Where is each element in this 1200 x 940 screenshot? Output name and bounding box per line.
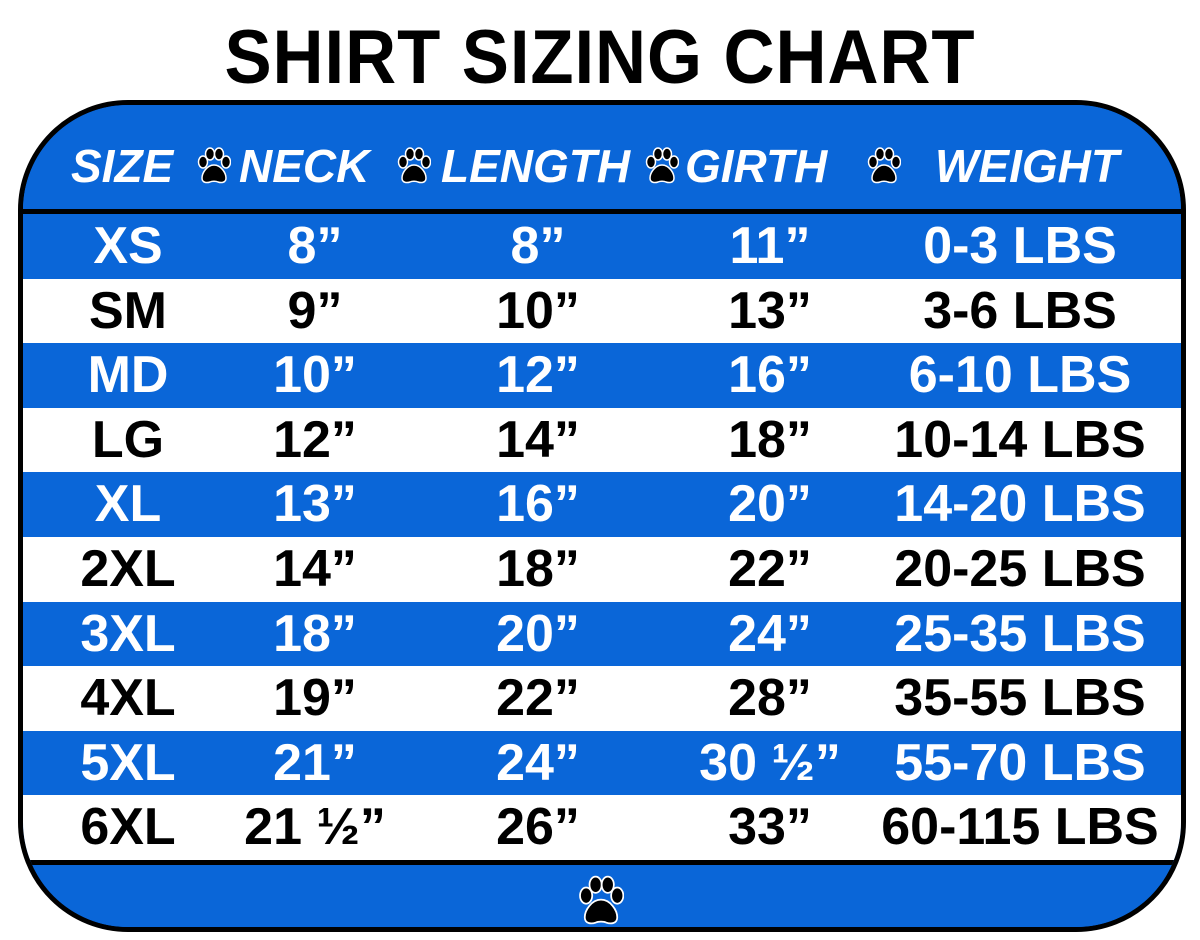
table-header: SIZE NECK LENGTH GIRTH WEIGHT bbox=[23, 105, 1181, 214]
table-row: 4XL 19” 22” 28” 35-55 LBS bbox=[23, 666, 1181, 731]
table-row: 2XL 14” 18” 22” 20-25 LBS bbox=[23, 536, 1181, 602]
table-row: LG 12” 14” 18” 10-14 LBS bbox=[23, 407, 1181, 473]
cell-girth: 13” bbox=[728, 281, 812, 340]
cell-girth: 33” bbox=[728, 798, 812, 857]
cell-girth: 11” bbox=[729, 217, 811, 275]
cell-weight: 14-20 LBS bbox=[894, 475, 1146, 534]
header-weight: WEIGHT bbox=[935, 140, 1119, 192]
cell-weight: 55-70 LBS bbox=[894, 733, 1146, 792]
cell-length: 12” bbox=[496, 346, 580, 405]
cell-girth: 24” bbox=[728, 604, 812, 663]
cell-neck: 10” bbox=[273, 346, 357, 405]
cell-neck: 14” bbox=[273, 539, 357, 598]
cell-neck: 19” bbox=[273, 669, 357, 728]
cell-weight: 0-3 LBS bbox=[923, 217, 1117, 275]
cell-neck: 21” bbox=[273, 733, 357, 792]
cell-size: LG bbox=[91, 410, 165, 469]
cell-size: MD bbox=[87, 346, 169, 405]
cell-weight: 6-10 LBS bbox=[908, 346, 1132, 405]
chart-title: SHIRT SIZING CHART bbox=[224, 15, 976, 100]
cell-girth: 28” bbox=[728, 669, 812, 728]
table-row: 5XL 21” 24” 30 ½” 55-70 LBS bbox=[23, 730, 1181, 796]
cell-weight: 3-6 LBS bbox=[923, 281, 1117, 340]
cell-length: 8” bbox=[510, 217, 566, 275]
cell-girth: 20” bbox=[728, 475, 812, 534]
cell-length: 18” bbox=[496, 539, 580, 598]
table-footer bbox=[23, 860, 1181, 927]
table-row: SM 9” 10” 13” 3-6 LBS bbox=[23, 278, 1181, 344]
cell-size: 6XL bbox=[80, 798, 176, 857]
cell-girth: 22” bbox=[728, 539, 812, 598]
cell-girth: 16” bbox=[728, 346, 812, 405]
cell-girth: 30 ½” bbox=[699, 733, 841, 792]
table-body: XS 8” 8” 11” 0-3 LBS SM 9” 10” 13” 3-6 LBS MD 10” 12… bbox=[23, 214, 1181, 860]
header-girth: GIRTH bbox=[685, 140, 828, 192]
cell-neck: 8” bbox=[287, 217, 343, 275]
paw-print-icon bbox=[867, 147, 901, 184]
cell-size: 5XL bbox=[80, 733, 176, 792]
header-neck: NECK bbox=[239, 140, 370, 192]
cell-weight: 25-35 LBS bbox=[894, 604, 1146, 663]
paw-print-icon bbox=[645, 147, 679, 184]
cell-weight: 10-14 LBS bbox=[894, 410, 1146, 469]
table-row: XS 8” 8” 11” 0-3 LBS bbox=[23, 214, 1181, 279]
paw-print-icon bbox=[579, 875, 624, 925]
table-row: 6XL 21 ½” 26” 33” 60-115 LBS bbox=[23, 795, 1181, 860]
cell-size: XL bbox=[94, 475, 162, 534]
table-row: 3XL 18” 20” 24” 25-35 LBS bbox=[23, 601, 1181, 667]
cell-girth: 18” bbox=[728, 410, 812, 469]
cell-length: 22” bbox=[496, 669, 580, 728]
cell-length: 26” bbox=[496, 798, 580, 857]
header-size: SIZE bbox=[71, 140, 174, 192]
cell-length: 14” bbox=[496, 410, 580, 469]
cell-neck: 13” bbox=[273, 475, 357, 534]
paw-print-icon bbox=[397, 147, 431, 184]
cell-length: 20” bbox=[496, 604, 580, 663]
cell-neck: 9” bbox=[287, 281, 343, 340]
cell-length: 24” bbox=[496, 733, 580, 792]
cell-size: 4XL bbox=[80, 669, 176, 728]
cell-size: 3XL bbox=[80, 604, 176, 663]
cell-weight: 20-25 LBS bbox=[894, 539, 1146, 598]
cell-neck: 12” bbox=[273, 410, 357, 469]
cell-size: 2XL bbox=[80, 539, 176, 598]
cell-neck: 21 ½” bbox=[244, 798, 386, 857]
cell-size: SM bbox=[89, 281, 167, 340]
cell-length: 16” bbox=[496, 475, 580, 534]
table-row: MD 10” 12” 16” 6-10 LBS bbox=[23, 343, 1181, 408]
table-row: XL 13” 16” 20” 14-20 LBS bbox=[23, 472, 1181, 537]
header-length: LENGTH bbox=[441, 140, 631, 192]
sizing-table: SIZE NECK LENGTH GIRTH WEIGHT XS 8” 8” 11” 0… bbox=[18, 100, 1186, 932]
cell-neck: 18” bbox=[273, 604, 357, 663]
paw-print-icon bbox=[197, 147, 231, 184]
cell-length: 10” bbox=[496, 281, 580, 340]
cell-size: XS bbox=[93, 217, 163, 275]
cell-weight: 35-55 LBS bbox=[894, 669, 1146, 728]
cell-weight: 60-115 LBS bbox=[881, 798, 1159, 857]
